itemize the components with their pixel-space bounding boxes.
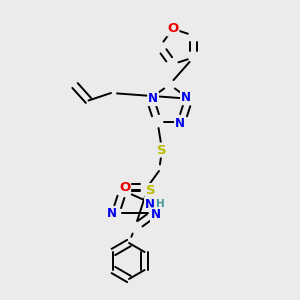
Text: O: O bbox=[119, 181, 130, 194]
Text: N: N bbox=[175, 116, 185, 130]
Text: N: N bbox=[148, 92, 158, 105]
Text: S: S bbox=[146, 184, 155, 197]
Text: N: N bbox=[107, 207, 117, 220]
Text: N: N bbox=[145, 197, 155, 211]
Text: O: O bbox=[167, 22, 178, 35]
Text: N: N bbox=[181, 91, 191, 104]
Text: N: N bbox=[151, 208, 161, 221]
Text: H: H bbox=[156, 199, 165, 209]
Text: S: S bbox=[157, 143, 167, 157]
